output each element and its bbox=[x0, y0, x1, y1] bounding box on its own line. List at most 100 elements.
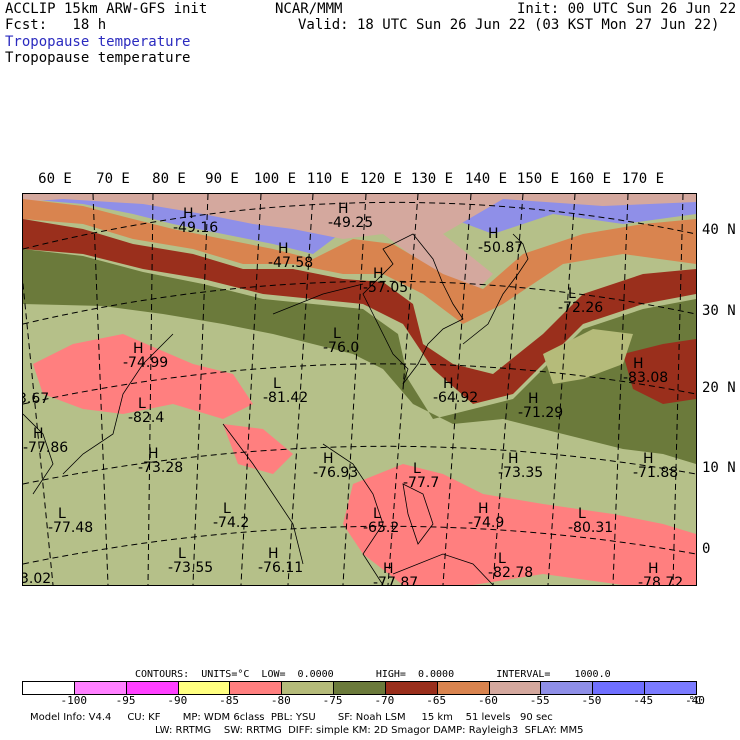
field-patch-salmon-mid bbox=[223, 424, 293, 474]
extrema-marker: H bbox=[633, 356, 644, 372]
extrema-marker: L bbox=[333, 326, 341, 342]
legend-swatch bbox=[645, 682, 696, 694]
org-label: NCAR/MMM bbox=[275, 1, 343, 17]
extrema-value: -74.99 bbox=[123, 355, 168, 371]
extrema-value: -57.05 bbox=[363, 280, 408, 296]
extrema-value: -64.92 bbox=[433, 390, 478, 406]
lon-label: 150 E bbox=[516, 171, 560, 187]
legend-tick: -80 bbox=[270, 694, 291, 707]
extrema-marker: H bbox=[528, 391, 539, 407]
field-band-darkolive bbox=[23, 249, 696, 464]
extrema-value: -81.42 bbox=[263, 390, 308, 406]
legend-tick: -95 bbox=[115, 694, 136, 707]
extrema-value: -77.7 bbox=[403, 475, 439, 491]
forecast-hour: Fcst: 18 h bbox=[5, 17, 107, 33]
lon-label: 140 E bbox=[464, 171, 508, 187]
legend-tick: °C bbox=[688, 694, 702, 707]
extrema-marker: H bbox=[268, 546, 279, 562]
lat-label: 40 N bbox=[702, 222, 736, 238]
extrema-marker: L bbox=[373, 506, 381, 522]
extrema-value: -83.08 bbox=[623, 370, 668, 386]
field-band-pink bbox=[23, 194, 696, 294]
valid-time: Valid: 18 UTC Sun 26 Jun 22 (03 KST Mon … bbox=[298, 17, 720, 33]
lat-label: 10 N bbox=[702, 460, 736, 476]
extrema-value: 3.02 bbox=[23, 571, 51, 585]
extrema-marker: L bbox=[58, 506, 66, 522]
lon-label: 110 E bbox=[306, 171, 350, 187]
extrema-value: -74.9 bbox=[468, 515, 504, 531]
extrema-marker: L bbox=[498, 551, 506, 567]
extrema-value: -73.55 bbox=[168, 560, 213, 576]
legend-tick: -90 bbox=[167, 694, 188, 707]
legend-swatch bbox=[541, 682, 594, 694]
lon-label: 70 E bbox=[96, 171, 130, 187]
extrema-marker: H bbox=[338, 201, 349, 217]
extrema-value: -76.11 bbox=[258, 560, 303, 576]
map-panel: H -49.16 H -49.25 H -47.58 H -50.87 H -57.05 L -72.… bbox=[22, 193, 697, 586]
extrema-marker: H bbox=[373, 266, 384, 282]
legend-swatch bbox=[74, 682, 127, 694]
field-band-brown bbox=[23, 219, 696, 404]
legend-tick: -45 bbox=[633, 694, 654, 707]
legend-swatch bbox=[437, 682, 490, 694]
legend-tick: -55 bbox=[529, 694, 550, 707]
extrema-value: -49.25 bbox=[328, 215, 373, 231]
extrema-marker: H bbox=[488, 226, 499, 242]
legend-tick: -60 bbox=[477, 694, 498, 707]
field-patch-light-east bbox=[543, 329, 633, 384]
legend-swatch bbox=[593, 682, 646, 694]
extrema-value: -82.78 bbox=[488, 565, 533, 581]
extrema-marker: H bbox=[183, 206, 194, 222]
legend-tick: -40 bbox=[685, 694, 705, 707]
color-legend bbox=[22, 681, 697, 695]
extrema-marker: L bbox=[223, 501, 231, 517]
extrema-value: -71.88 bbox=[633, 465, 678, 481]
extrema-marker: H bbox=[383, 561, 394, 577]
extrema-marker: H bbox=[323, 451, 334, 467]
lon-label: 130 E bbox=[410, 171, 454, 187]
legend-swatch bbox=[334, 682, 386, 694]
lat-label: 0 bbox=[702, 541, 711, 557]
contours-info: CONTOURS: UNITS=°C LOW= 0.0000 HIGH= 0.0… bbox=[135, 669, 611, 680]
extrema-value: -76.0 bbox=[323, 340, 359, 356]
legend-swatch bbox=[126, 682, 179, 694]
extrema-value: -77.48 bbox=[48, 520, 93, 536]
lon-label: 100 E bbox=[253, 171, 297, 187]
extrema-value: -76.93 bbox=[313, 465, 358, 481]
lon-label: 60 E bbox=[38, 171, 72, 187]
lat-label: 30 N bbox=[702, 303, 736, 319]
extrema-value: -65.2 bbox=[363, 520, 399, 536]
extrema-marker: L bbox=[138, 396, 146, 412]
lat-lon-grid bbox=[23, 194, 696, 585]
extrema-marker: H bbox=[643, 451, 654, 467]
legend-tick: -70 bbox=[374, 694, 395, 707]
extrema-value: -72.26 bbox=[558, 300, 603, 316]
coastlines bbox=[23, 233, 529, 585]
extrema-value: -49.16 bbox=[173, 220, 218, 236]
extrema-value: -74.2 bbox=[213, 515, 249, 531]
extrema-value: 3.67 bbox=[23, 391, 49, 407]
field-title: Tropopause temperature bbox=[5, 50, 191, 66]
extrema-value: -50.87 bbox=[478, 240, 523, 256]
lat-label: 20 N bbox=[702, 380, 736, 396]
legend-swatch bbox=[178, 682, 231, 694]
extrema-marker: H bbox=[443, 376, 454, 392]
legend-swatch bbox=[385, 682, 438, 694]
extrema-marker: L bbox=[178, 546, 186, 562]
extrema-value: -47.58 bbox=[268, 255, 313, 271]
lon-label: 80 E bbox=[152, 171, 186, 187]
extrema-value: -78.72 bbox=[638, 575, 683, 585]
field-patch-salmon-west bbox=[33, 334, 253, 419]
legend-tick: -85 bbox=[219, 694, 239, 707]
model-title: ACCLIP 15km ARW-GFS init bbox=[5, 1, 208, 17]
extrema-marker: H bbox=[133, 341, 144, 357]
legend-swatch bbox=[23, 682, 75, 694]
extrema-marker: L bbox=[413, 461, 421, 477]
field-patch-salmon-south bbox=[343, 464, 696, 585]
extrema-labels: H-49.16H-49.25H-47.58H-50.87H-57.05 L-72.… bbox=[23, 201, 683, 585]
extrema-value: -73.35 bbox=[498, 465, 543, 481]
extrema-value: -77.87 bbox=[373, 575, 418, 585]
legend-tick: -75 bbox=[322, 694, 343, 707]
model-info-line1: Model Info: V4.4 CU: KF MP: WDM 6class P… bbox=[30, 712, 553, 723]
field-title-blue: Tropopause temperature bbox=[5, 34, 191, 50]
